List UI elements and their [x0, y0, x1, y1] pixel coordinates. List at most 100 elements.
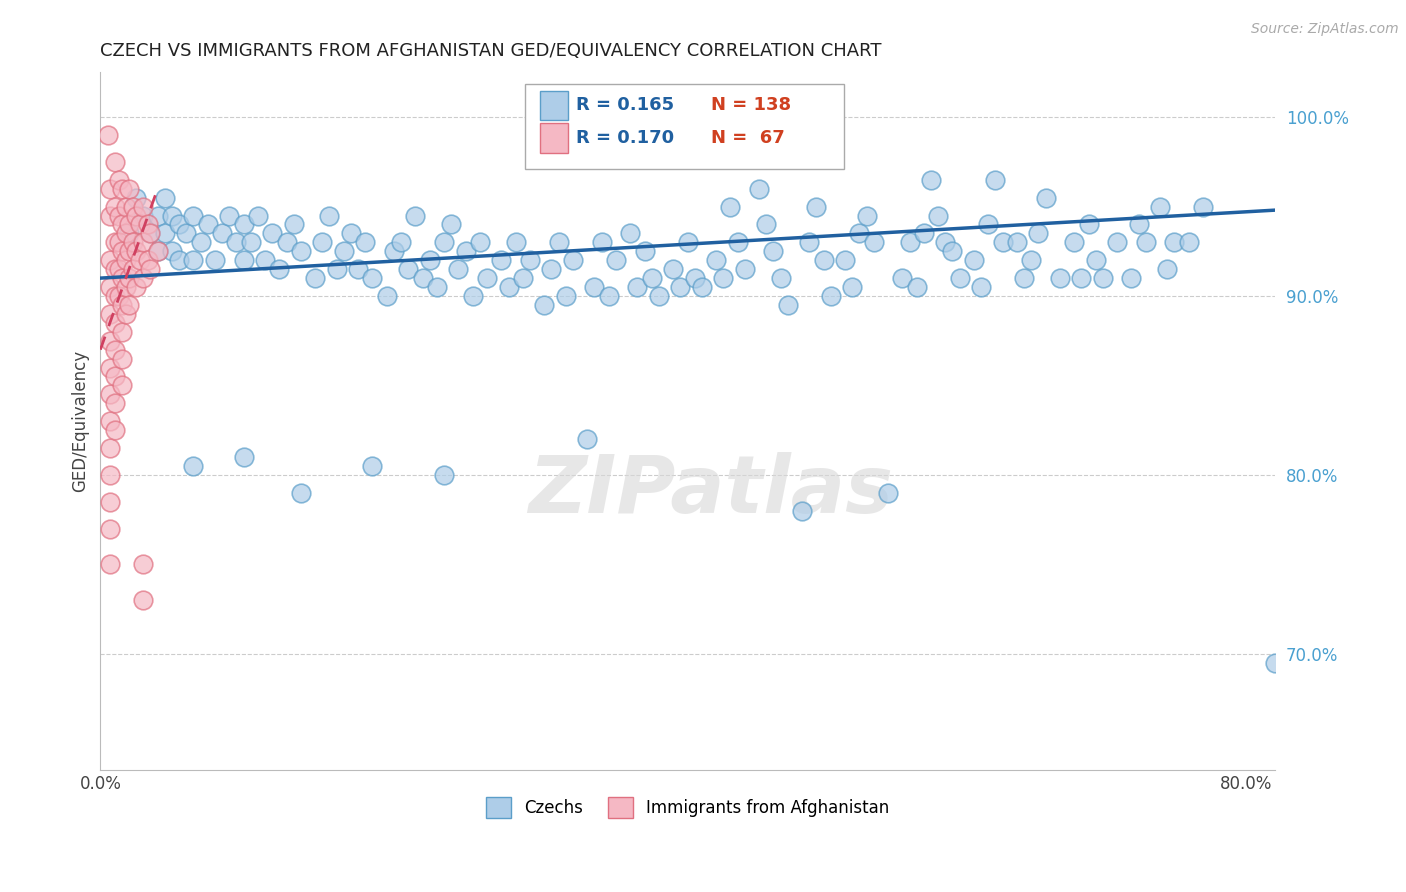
Y-axis label: GED/Equivalency: GED/Equivalency	[72, 351, 89, 492]
Point	[132, 209, 155, 223]
Point	[440, 218, 463, 232]
Point	[183, 458, 205, 473]
Point	[146, 209, 169, 223]
Point	[1028, 227, 1050, 241]
Point	[683, 271, 706, 285]
Point	[111, 378, 134, 392]
Point	[862, 235, 884, 250]
Point	[648, 289, 671, 303]
Text: N =  67: N = 67	[711, 129, 785, 147]
Point	[211, 227, 233, 241]
Point	[1128, 218, 1150, 232]
Point	[125, 280, 148, 294]
Point	[519, 253, 541, 268]
Point	[104, 262, 127, 277]
Point	[108, 173, 131, 187]
Text: CZECH VS IMMIGRANTS FROM AFGHANISTAN GED/EQUIVALENCY CORRELATION CHART: CZECH VS IMMIGRANTS FROM AFGHANISTAN GED…	[100, 42, 882, 60]
Point	[132, 235, 155, 250]
Point	[626, 280, 648, 294]
Point	[769, 271, 792, 285]
Point	[1163, 235, 1185, 250]
Text: Source: ZipAtlas.com: Source: ZipAtlas.com	[1251, 22, 1399, 37]
Point	[132, 271, 155, 285]
Point	[100, 441, 122, 455]
Point	[183, 253, 205, 268]
Point	[340, 227, 363, 241]
Point	[848, 227, 870, 241]
Point	[139, 227, 162, 241]
FancyBboxPatch shape	[540, 91, 568, 120]
Point	[361, 458, 384, 473]
Point	[704, 253, 727, 268]
Point	[963, 253, 986, 268]
Point	[218, 209, 240, 223]
Point	[841, 280, 863, 294]
Point	[734, 262, 756, 277]
Point	[547, 235, 569, 250]
Point	[382, 244, 405, 259]
Point	[104, 343, 127, 357]
Point	[153, 191, 176, 205]
Point	[533, 298, 555, 312]
Point	[1107, 235, 1129, 250]
Point	[204, 253, 226, 268]
Point	[669, 280, 692, 294]
Point	[139, 262, 162, 277]
Point	[290, 244, 312, 259]
Point	[498, 280, 520, 294]
Point	[690, 280, 713, 294]
Point	[920, 173, 942, 187]
Point	[115, 227, 138, 241]
Point	[174, 227, 197, 241]
Point	[122, 262, 145, 277]
Point	[412, 271, 434, 285]
Point	[190, 235, 212, 250]
Point	[290, 485, 312, 500]
Point	[727, 235, 749, 250]
Point	[118, 218, 141, 232]
Point	[433, 467, 456, 482]
Point	[970, 280, 993, 294]
Point	[877, 485, 900, 500]
Point	[1264, 656, 1286, 670]
Point	[167, 253, 190, 268]
Point	[1070, 271, 1092, 285]
Point	[111, 218, 134, 232]
Point	[433, 235, 456, 250]
Point	[129, 218, 152, 232]
Point	[583, 280, 606, 294]
Text: N = 138: N = 138	[711, 96, 792, 114]
Point	[977, 218, 1000, 232]
Point	[132, 200, 155, 214]
Point	[146, 244, 169, 259]
Point	[108, 262, 131, 277]
Point	[108, 235, 131, 250]
Point	[1019, 253, 1042, 268]
Point	[641, 271, 664, 285]
Point	[662, 262, 685, 277]
Point	[454, 244, 477, 259]
Point	[232, 253, 254, 268]
Point	[100, 307, 122, 321]
Point	[100, 334, 122, 348]
Point	[118, 227, 141, 241]
Point	[111, 244, 134, 259]
Point	[404, 209, 426, 223]
Point	[776, 298, 799, 312]
Point	[1156, 262, 1178, 277]
Legend: Czechs, Immigrants from Afghanistan: Czechs, Immigrants from Afghanistan	[479, 791, 896, 824]
Point	[991, 235, 1014, 250]
Point	[132, 593, 155, 607]
Point	[104, 289, 127, 303]
Point	[949, 271, 972, 285]
Point	[254, 253, 277, 268]
Point	[100, 280, 122, 294]
Point	[619, 227, 641, 241]
Point	[820, 289, 842, 303]
Point	[576, 432, 599, 446]
Point	[104, 235, 127, 250]
Point	[104, 200, 127, 214]
Point	[100, 494, 122, 508]
Point	[160, 244, 183, 259]
Point	[1084, 253, 1107, 268]
